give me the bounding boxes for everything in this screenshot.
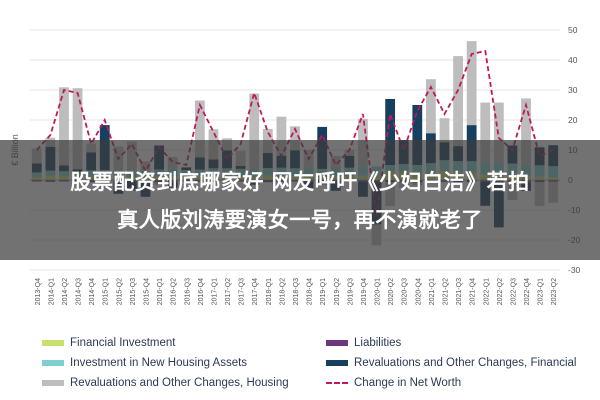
x-tick-label: 2014-Q4 [89,278,96,305]
bar-segment [385,99,396,165]
x-tick-label: 2021-Q1 [429,278,436,305]
x-tick-label: 2022-Q1 [483,278,490,305]
x-tick-label: 2015-Q2 [116,278,123,305]
x-tick-label: 2022-Q2 [497,278,504,305]
x-tick-label: 2020-Q4 [415,278,422,305]
legend-item-new-housing: Investment in New Housing Assets [42,357,247,369]
legend-label: Investment in New Housing Assets [70,357,248,369]
x-tick-label: 2021-Q4 [470,278,477,305]
x-tick-label: 2017-Q2 [225,278,232,305]
bar-segment [466,41,477,126]
legend-swatch [326,360,348,366]
x-tick-label: 2018-Q4 [307,278,314,305]
headline-line-1: 股票配资到底哪家好 网友呼吁《少妇白洁》若拍 [70,170,530,194]
bar-segment [72,88,83,170]
x-tick-label: 2016-Q1 [157,278,164,305]
bar-segment [426,79,436,134]
x-tick-label: 2015-Q4 [144,278,151,305]
legend-dash-line [326,382,348,384]
legend-item-financial-investment: Financial Investment [42,337,175,349]
x-tick-label: 2018-Q2 [279,278,286,305]
y-tick-label: -30 [568,265,581,275]
x-tick-label: 2022-Q3 [510,278,517,305]
bar-segment [439,118,450,143]
legend-label: Change in Net Worth [354,377,462,389]
y-tick-label: 50 [568,25,578,35]
x-tick-label: 2014-Q1 [48,278,55,305]
x-tick-label: 2014-Q2 [62,278,69,305]
x-tick-label: 2021-Q3 [456,278,463,305]
bar-segment [290,126,300,151]
legend-swatch [42,340,64,346]
legend-label: Revaluations and Other Changes, Housing [70,377,289,389]
x-tick-label: 2016-Q3 [184,278,191,305]
y-tick-label: 30 [568,85,578,95]
legend-item-housing-revaluations: Revaluations and Other Changes, Housing [42,377,289,389]
x-tick-label: 2023-Q1 [538,278,545,305]
chart-legend: Financial Investment Investment in New H… [0,333,600,400]
bar-segment [453,56,463,147]
x-tick-label: 2022-Q4 [524,278,531,305]
bar-segment [276,116,287,156]
x-tick-label: 2017-Q1 [211,278,218,305]
x-tick-label: 2016-Q2 [171,278,178,305]
x-tick-label: 2019-Q2 [334,278,341,305]
x-tick-label: 2021-Q2 [442,278,449,305]
legend-swatch [326,340,348,346]
x-tick-label: 2019-Q4 [361,278,368,305]
x-tick-label: 2020-Q2 [388,278,395,305]
legend-swatch [42,360,64,366]
bar-segment [480,102,491,163]
headline-line-2: 真人版刘涛要演女一号，再不演就老了 [117,208,483,232]
bar-segment [521,98,531,165]
legend-label: Financial Investment [70,337,176,349]
legend-label: Liabilities [354,337,402,349]
bar-segment [194,100,205,158]
x-tick-label: 2017-Q3 [239,278,246,305]
x-tick-label: 2020-Q1 [375,278,382,305]
legend-item-financial-revaluations: Revaluations and Other Changes, Financia… [326,357,576,369]
y-tick-label: 40 [568,55,578,65]
legend-item-liabilities: Liabilities [326,337,401,349]
bar-segment [249,93,260,169]
legend-item-net-worth: Change in Net Worth [326,377,461,389]
x-tick-label: 2019-Q3 [347,278,354,305]
x-tick-label: 2013-Q4 [35,278,42,305]
x-tick-label: 2016-Q4 [198,278,205,305]
x-tick-label: 2018-Q1 [266,278,273,305]
x-tick-label: 2023-Q2 [551,278,558,305]
bar-segment [59,87,69,166]
bar-segment [412,105,423,165]
legend-label: Revaluations and Other Changes, Financia… [354,357,577,369]
y-tick-label: 20 [568,115,578,125]
x-tick-label: 2015-Q3 [130,278,137,305]
x-tick-label: 2018-Q3 [293,278,300,305]
legend-swatch [42,380,64,386]
x-tick-label: 2020-Q3 [402,278,409,305]
x-tick-label: 2015-Q1 [103,278,110,305]
headline-overlay: 股票配资到底哪家好 网友呼吁《少妇白洁》若拍 真人版刘涛要演女一号，再不演就老了 [0,140,600,260]
x-tick-label: 2017-Q4 [252,278,259,305]
x-tick-label: 2014-Q3 [76,278,83,305]
x-tick-label: 2019-Q1 [320,278,327,305]
